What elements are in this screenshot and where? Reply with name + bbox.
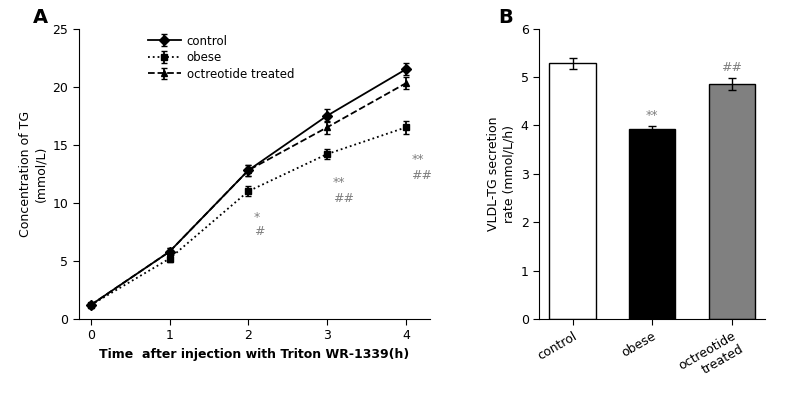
Text: **: ** [646, 108, 659, 121]
Y-axis label: VLDL-TG secretion
rate (mmol/L/h): VLDL-TG secretion rate (mmol/L/h) [487, 117, 515, 231]
Text: A: A [33, 8, 48, 27]
Text: ##: ## [411, 169, 432, 182]
Bar [549, 63, 596, 319]
Text: #: # [254, 225, 264, 238]
Text: B: B [499, 8, 513, 27]
Text: *: * [254, 211, 260, 224]
X-axis label: Time  after injection with Triton WR-1339(h): Time after injection with Triton WR-1339… [99, 348, 409, 361]
Text: **: ** [411, 153, 424, 166]
Text: **: ** [333, 176, 345, 189]
Bar [629, 129, 675, 319]
Bar [709, 84, 755, 319]
Legend: control, obese, octreotide treated: control, obese, octreotide treated [148, 34, 294, 81]
Text: ##: ## [721, 61, 742, 74]
Text: ##: ## [333, 192, 353, 205]
Y-axis label: Concentration of TG
(mmol/L): Concentration of TG (mmol/L) [19, 111, 47, 237]
